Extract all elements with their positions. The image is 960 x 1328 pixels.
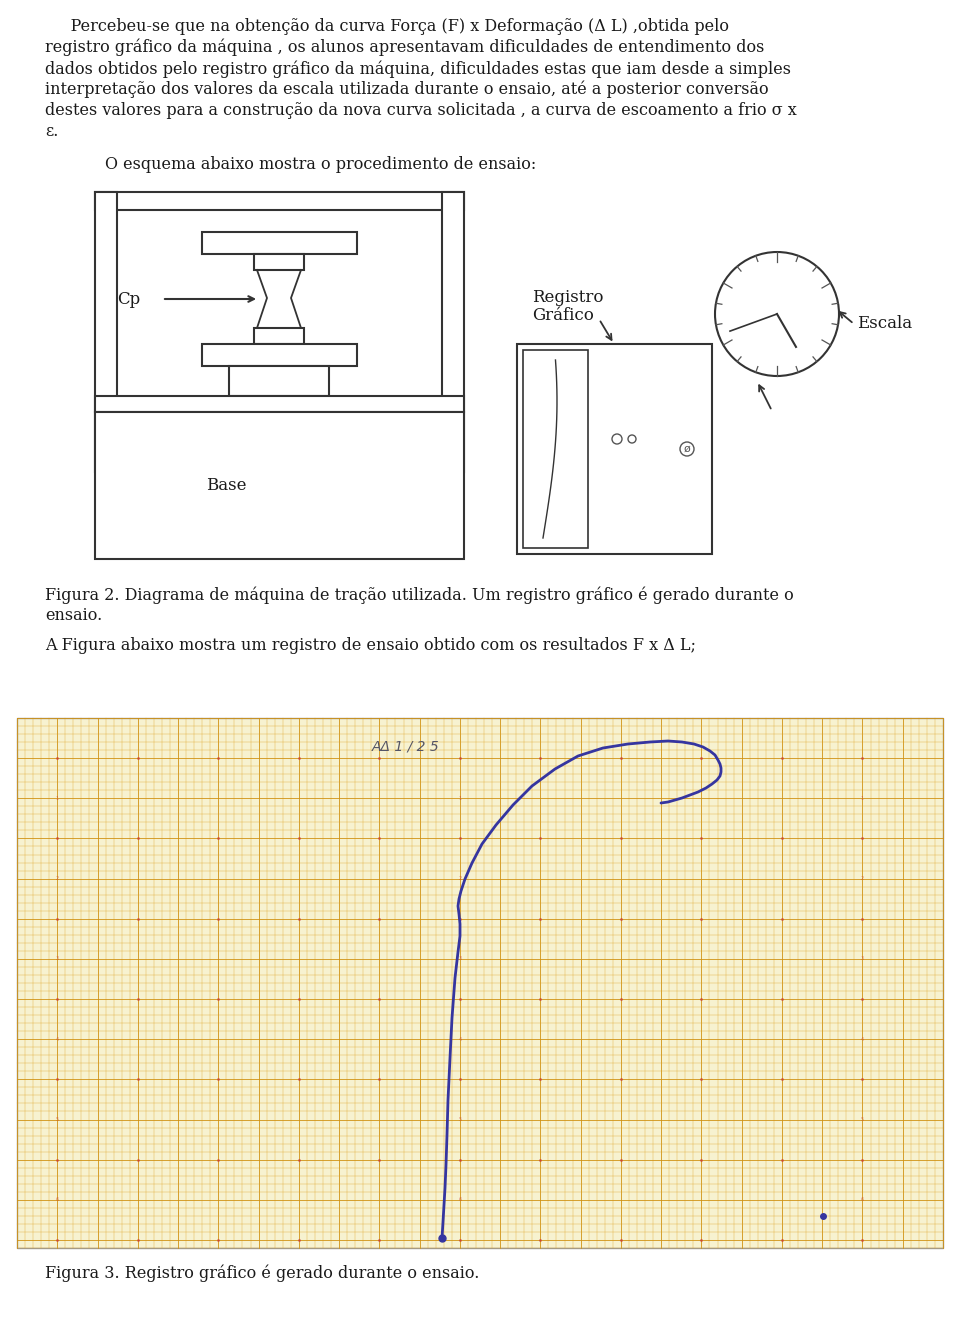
- Text: 6: 6: [861, 1198, 864, 1202]
- Text: Percebeu-se que na obtenção da curva Força (F) x Deformação (Δ L) ,obtida pelo: Percebeu-se que na obtenção da curva For…: [45, 19, 729, 35]
- Text: 4: 4: [56, 1037, 59, 1041]
- Text: interpretação dos valores da escala utilizada durante o ensaio, até a posterior : interpretação dos valores da escala util…: [45, 81, 769, 98]
- Text: registro gráfico da máquina , os alunos apresentavam dificuldades de entendiment: registro gráfico da máquina , os alunos …: [45, 39, 764, 57]
- Text: 4: 4: [458, 1037, 462, 1041]
- Text: ensaio.: ensaio.: [45, 607, 103, 624]
- Bar: [17, 718, 943, 1248]
- Text: Cp: Cp: [117, 291, 140, 308]
- Text: 2: 2: [56, 876, 59, 880]
- Text: Base: Base: [205, 477, 246, 494]
- Bar: [254, 254, 304, 270]
- Text: 2: 2: [861, 876, 864, 880]
- Text: 5: 5: [56, 1117, 59, 1122]
- Text: 6: 6: [56, 1198, 59, 1202]
- Text: dados obtidos pelo registro gráfico da máquina, dificuldades estas que iam desde: dados obtidos pelo registro gráfico da m…: [45, 60, 791, 77]
- Bar: [254, 328, 304, 344]
- Text: destes valores para a construção da nova curva solicitada , a curva de escoament: destes valores para a construção da nova…: [45, 102, 797, 120]
- Text: 5: 5: [458, 1117, 462, 1122]
- Text: ø: ø: [684, 444, 690, 454]
- Bar: [442, 193, 464, 471]
- Bar: [95, 193, 117, 471]
- Circle shape: [612, 434, 622, 444]
- Text: A Figura abaixo mostra um registro de ensaio obtido com os resultados F x Δ L;: A Figura abaixo mostra um registro de en…: [45, 637, 696, 653]
- Bar: [229, 367, 329, 396]
- Text: O esquema abaixo mostra o procedimento de ensaio:: O esquema abaixo mostra o procedimento d…: [105, 155, 537, 173]
- Text: 3: 3: [861, 956, 864, 961]
- Bar: [95, 193, 464, 210]
- Bar: [202, 232, 357, 254]
- Bar: [95, 396, 464, 412]
- Text: 1: 1: [56, 795, 59, 801]
- Text: AΔ 1 / 2 5: AΔ 1 / 2 5: [372, 740, 440, 754]
- Bar: [202, 344, 357, 367]
- Text: Figura 2. Diagrama de máquina de tração utilizada. Um registro gráfico é gerado : Figura 2. Diagrama de máquina de tração …: [45, 587, 794, 604]
- Text: 1: 1: [458, 795, 462, 801]
- Text: Gráfico: Gráfico: [532, 307, 594, 324]
- Bar: [517, 344, 712, 554]
- Circle shape: [680, 442, 694, 456]
- Text: Escala: Escala: [857, 316, 912, 332]
- Bar: [523, 351, 588, 548]
- Text: 3: 3: [458, 956, 462, 961]
- Circle shape: [628, 436, 636, 444]
- Text: Figura 3. Registro gráfico é gerado durante o ensaio.: Figura 3. Registro gráfico é gerado dura…: [45, 1264, 479, 1282]
- Text: Registro: Registro: [532, 290, 604, 305]
- Circle shape: [715, 252, 839, 376]
- Text: 5: 5: [861, 1117, 864, 1122]
- Text: ε.: ε.: [45, 124, 59, 139]
- Text: 4: 4: [861, 1037, 864, 1041]
- Text: 2: 2: [458, 876, 462, 880]
- Text: 1: 1: [861, 795, 864, 801]
- Text: 3: 3: [56, 956, 59, 961]
- Text: 6: 6: [458, 1198, 462, 1202]
- Bar: [95, 412, 464, 559]
